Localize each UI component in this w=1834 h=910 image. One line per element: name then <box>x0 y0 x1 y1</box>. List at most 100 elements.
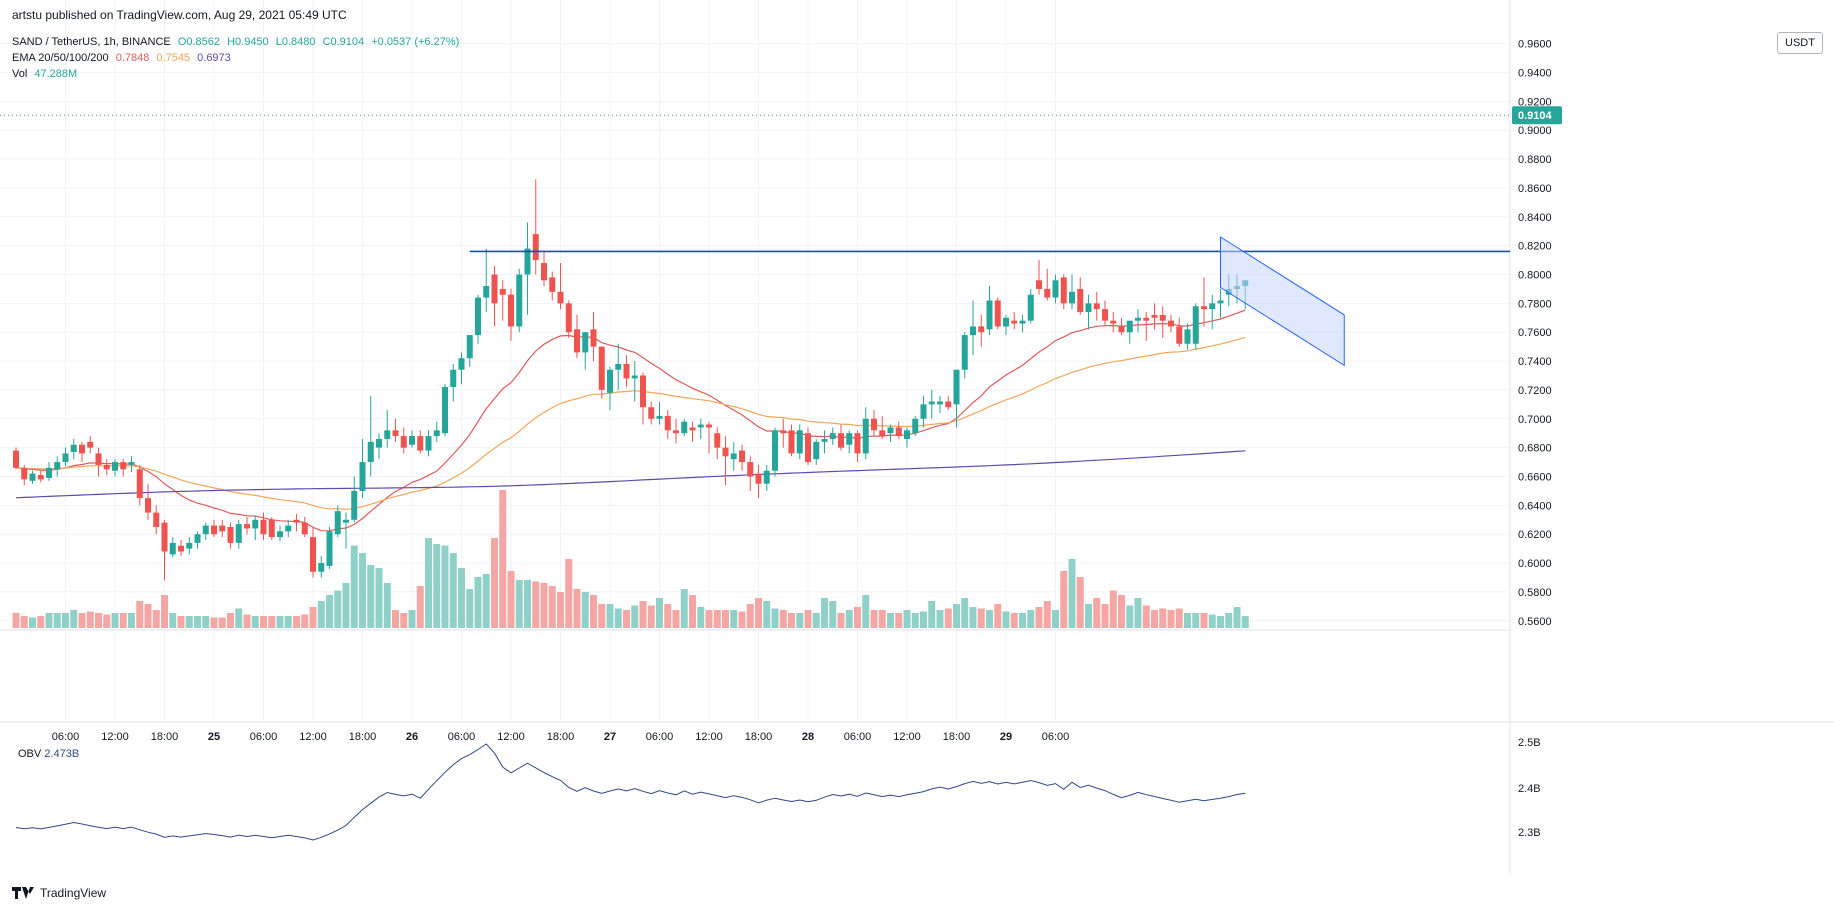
candle-body[interactable] <box>277 531 283 538</box>
candle-body[interactable] <box>656 415 663 419</box>
candle-body[interactable] <box>1019 320 1026 324</box>
candle-body[interactable] <box>252 519 259 529</box>
candle-body[interactable] <box>1036 280 1042 289</box>
candle-body[interactable] <box>227 527 234 543</box>
obv-legend[interactable]: OBV 2.473B <box>18 748 79 760</box>
candle-body[interactable] <box>13 450 19 468</box>
candle-body[interactable] <box>29 473 36 481</box>
candle-body[interactable] <box>367 441 374 463</box>
candle-body[interactable] <box>211 525 217 535</box>
candle-body[interactable] <box>186 542 193 549</box>
symbol-legend[interactable]: SAND / TetherUS, 1h, BINANCE O0.8562 H0.… <box>12 36 463 48</box>
candle-body[interactable] <box>722 447 729 457</box>
candle-body[interactable] <box>202 525 209 535</box>
candle-body[interactable] <box>615 363 622 370</box>
candle-body[interactable] <box>483 286 490 298</box>
candle-body[interactable] <box>491 274 498 304</box>
candle-body[interactable] <box>706 424 712 428</box>
candle-body[interactable] <box>821 438 828 442</box>
candle-body[interactable] <box>359 462 366 491</box>
candle-body[interactable] <box>475 297 481 336</box>
candle-body[interactable] <box>1102 309 1108 321</box>
candle-body[interactable] <box>1209 303 1216 310</box>
candle-body[interactable] <box>1201 306 1207 310</box>
candle-body[interactable] <box>1143 317 1150 321</box>
candle-body[interactable] <box>458 358 465 370</box>
drawings[interactable]: 0.9104 <box>0 106 1562 367</box>
candle-body[interactable] <box>763 470 770 484</box>
candle-body[interactable] <box>714 433 721 448</box>
descending-channel[interactable] <box>1220 236 1345 367</box>
candle-body[interactable] <box>838 433 844 448</box>
candle-body[interactable] <box>1151 314 1158 318</box>
candle-body[interactable] <box>417 436 424 451</box>
candle-body[interactable] <box>120 462 127 470</box>
candle-body[interactable] <box>557 291 564 304</box>
candle-body[interactable] <box>565 303 572 333</box>
candle-body[interactable] <box>194 534 201 543</box>
candle-body[interactable] <box>1184 329 1191 344</box>
candle-body[interactable] <box>541 262 547 281</box>
candle-body[interactable] <box>425 436 432 451</box>
candle-body[interactable] <box>895 427 902 437</box>
candle-body[interactable] <box>516 274 523 327</box>
candle-body[interactable] <box>343 519 349 523</box>
candle-body[interactable] <box>813 441 820 460</box>
candle-body[interactable] <box>334 511 341 535</box>
candle-body[interactable] <box>310 537 316 572</box>
candle-body[interactable] <box>400 436 407 448</box>
candle-body[interactable] <box>450 369 457 388</box>
candle-body[interactable] <box>87 441 94 448</box>
candle-body[interactable] <box>805 433 811 463</box>
candle-body[interactable] <box>846 433 853 445</box>
candle-body[interactable] <box>879 430 886 437</box>
candle-body[interactable] <box>136 469 143 499</box>
candle-body[interactable] <box>945 401 952 408</box>
candle-body[interactable] <box>1135 317 1141 321</box>
candle-body[interactable] <box>433 430 440 437</box>
candle-body[interactable] <box>928 401 935 405</box>
candle-body[interactable] <box>590 329 597 347</box>
candle-body[interactable] <box>970 326 976 336</box>
candle-body[interactable] <box>937 401 943 405</box>
candle-body[interactable] <box>62 453 69 463</box>
candle-body[interactable] <box>1176 326 1183 344</box>
candle-body[interactable] <box>986 300 993 330</box>
candle-body[interactable] <box>640 375 646 408</box>
candle-body[interactable] <box>582 332 589 353</box>
candle-body[interactable] <box>508 294 514 327</box>
candle-body[interactable] <box>697 424 704 428</box>
candle-body[interactable] <box>70 444 77 452</box>
currency-button[interactable]: USDT <box>1777 32 1823 54</box>
candle-body[interactable] <box>46 467 52 478</box>
candle-body[interactable] <box>285 525 292 532</box>
candle-body[interactable] <box>1069 291 1075 304</box>
candle-body[interactable] <box>1060 277 1067 304</box>
candle-body[interactable] <box>673 430 679 434</box>
candle-body[interactable] <box>689 427 696 431</box>
candle-body[interactable] <box>466 335 473 359</box>
candle-body[interactable] <box>384 430 391 439</box>
candle-body[interactable] <box>1027 294 1034 321</box>
candle-body[interactable] <box>598 346 605 390</box>
candle-body[interactable] <box>1118 326 1125 333</box>
candle-body[interactable] <box>780 430 787 434</box>
candle-body[interactable] <box>293 519 300 523</box>
candle-body[interactable] <box>79 444 85 454</box>
candle-body[interactable] <box>607 369 613 393</box>
candle-body[interactable] <box>1168 320 1174 327</box>
candle-body[interactable] <box>681 421 688 434</box>
candle-body[interactable] <box>912 418 919 434</box>
candle-body[interactable] <box>574 329 580 353</box>
candle-body[interactable] <box>103 464 110 470</box>
candle-body[interactable] <box>1126 320 1133 333</box>
ema-legend[interactable]: EMA 20/50/100/200 0.7848 0.7545 0.6973 <box>12 52 235 64</box>
candle-body[interactable] <box>532 234 539 261</box>
candle-body[interactable] <box>169 542 176 555</box>
candle-body[interactable] <box>1159 314 1166 321</box>
candle-body[interactable] <box>153 512 160 527</box>
candle-body[interactable] <box>978 326 985 333</box>
candle-body[interactable] <box>161 522 168 552</box>
candle-body[interactable] <box>235 524 242 543</box>
candle-body[interactable] <box>1052 280 1059 298</box>
